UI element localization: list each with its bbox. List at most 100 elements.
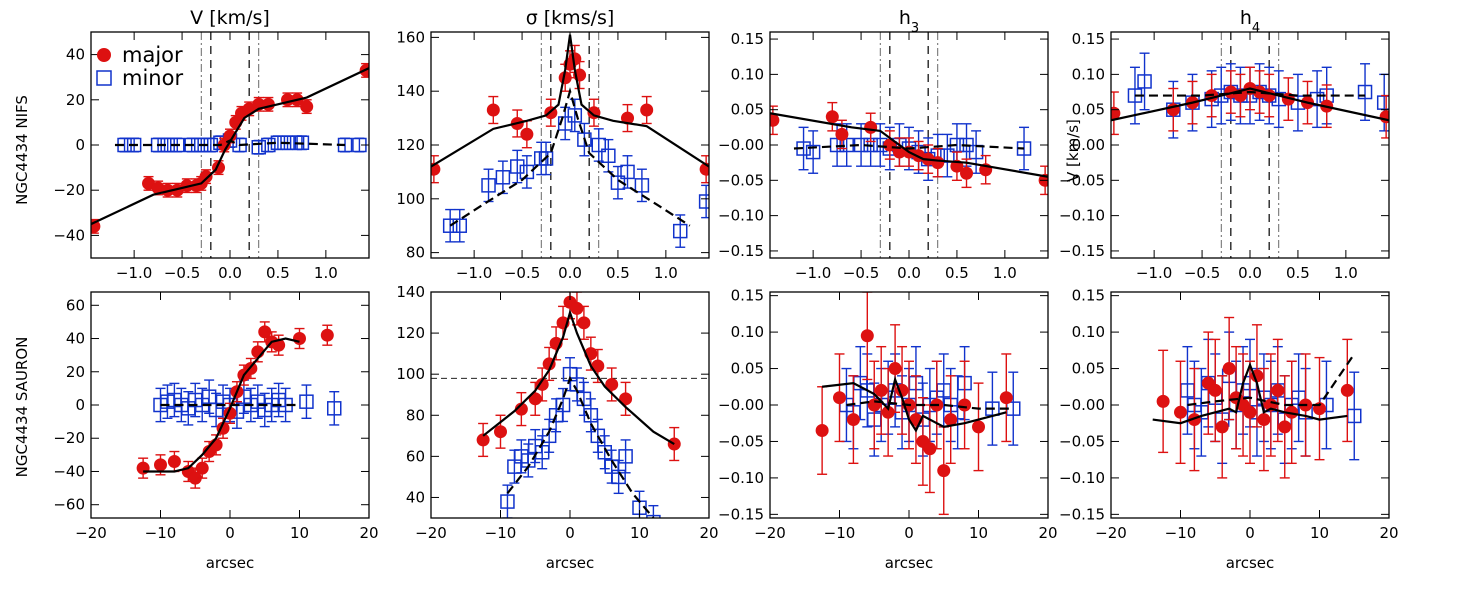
data-point-major <box>167 455 181 468</box>
model-line-major <box>821 375 1007 433</box>
data-point-major <box>1156 394 1170 408</box>
data-point-major <box>591 359 605 373</box>
data-point-minor <box>583 408 599 423</box>
data-point-minor <box>261 137 276 153</box>
data-point-minor <box>646 514 661 518</box>
x-tick-label: −10 <box>824 524 856 542</box>
data-point-major <box>195 461 209 475</box>
data-point-major <box>1208 383 1222 397</box>
y-tick-label: 0 <box>75 396 85 414</box>
y-tick-label: 140 <box>396 82 425 100</box>
y-tick-label: 160 <box>396 28 425 46</box>
data-point-minor <box>620 164 635 180</box>
x-tick-label: 1.0 <box>1334 264 1358 282</box>
x-tick-label: 0.0 <box>218 264 242 282</box>
data-point-major <box>621 111 635 125</box>
data-point-minor <box>481 178 496 193</box>
x-tick-label: −1.0 <box>116 264 152 282</box>
data-point-minor <box>452 218 468 233</box>
y-tick-label: 0.10 <box>731 323 764 341</box>
data-point-minor <box>577 132 592 147</box>
panel-title: h4 <box>1240 7 1260 36</box>
data-point-major <box>1278 420 1292 434</box>
panel-sauron-h4: −20 −10 0 10 20 −0.15 −0.10 −0.05 −0.00 0.05 0.10 0… <box>1059 287 1399 572</box>
data-point-major <box>937 464 951 478</box>
panel-sauron-h3: −20 −10 0 10 20 −0.15 −0.10 −0.05 −0.00 0.05 0.10 0… <box>718 287 1058 572</box>
data-point-major <box>494 425 507 439</box>
x-tick-label: −20 <box>754 524 786 542</box>
model-line-major <box>482 308 675 445</box>
y-tick-label: 20 <box>66 363 85 381</box>
x-tick-label: 0 <box>904 524 914 542</box>
x-tick-label: −1.0 <box>456 264 492 282</box>
data-point-minor <box>555 397 571 413</box>
x-tick-label: 0 <box>225 524 235 542</box>
data-point-major <box>1243 405 1257 419</box>
data-point-major <box>999 391 1013 405</box>
plot-area <box>1152 316 1362 479</box>
data-point-minor <box>251 140 267 155</box>
data-point-major <box>300 100 314 114</box>
x-tick-label: 10 <box>1310 524 1329 542</box>
model-line-major <box>770 112 1048 178</box>
data-point-major <box>833 391 846 405</box>
x-tick-label: −0.5 <box>1184 264 1220 282</box>
x-tick-label: 0.5 <box>945 264 969 282</box>
data-point-major <box>535 377 549 391</box>
data-point-major <box>931 156 945 170</box>
data-point-major <box>1271 383 1285 397</box>
panel-frame <box>1110 31 1390 259</box>
y-tick-label: −20 <box>53 429 85 447</box>
data-point-major <box>293 332 306 346</box>
data-point-minor <box>618 449 633 464</box>
data-point-major <box>136 461 150 475</box>
plot-area <box>1111 32 1389 258</box>
x-tick-label: 0.0 <box>1238 264 1262 282</box>
data-point-minor <box>327 401 342 416</box>
y-tick-label: 0.15 <box>731 30 764 48</box>
y-tick-label: −20 <box>53 181 85 199</box>
x-axis-label: arcsec <box>206 554 255 572</box>
y-tick-label: 120 <box>396 136 425 154</box>
data-point-major <box>528 392 542 406</box>
data-point-major <box>892 145 906 159</box>
data-point-minor <box>126 137 142 153</box>
data-point-minor <box>170 137 185 153</box>
y-tick-label: 120 <box>396 324 425 342</box>
x-tick-label: −0.5 <box>843 264 879 282</box>
data-point-major <box>1285 405 1299 419</box>
y-tick-label: 20 <box>66 91 85 109</box>
panel-title: σ [kms/s] <box>526 7 615 29</box>
x-axis-label: arcsec <box>546 554 595 572</box>
data-point-minor <box>567 108 583 123</box>
data-point-minor <box>601 148 616 164</box>
data-point-major <box>640 103 654 117</box>
y-tick-label: −0.00 <box>718 136 764 154</box>
model-line-major <box>143 337 300 473</box>
data-point-major <box>577 316 591 330</box>
y-tick-label: 0.10 <box>1072 323 1105 341</box>
x-axis-label: arcsec <box>885 554 934 572</box>
x-tick-label: 1.0 <box>314 264 338 282</box>
data-point-minor <box>1357 84 1373 100</box>
data-point-major <box>864 120 878 134</box>
model-line-major <box>1111 87 1389 122</box>
y-tick-label: 100 <box>396 190 425 208</box>
data-point-minor <box>519 164 535 180</box>
y-tick-label: −0.10 <box>1059 469 1105 487</box>
data-point-major <box>570 301 584 315</box>
data-point-major <box>888 362 902 376</box>
y-tick-label: −0.15 <box>1059 505 1105 523</box>
model-line-minor <box>506 375 655 518</box>
data-point-major <box>154 458 167 472</box>
data-point-minor <box>510 159 525 174</box>
legend-major-label: major <box>122 43 183 67</box>
plot-area <box>91 32 369 258</box>
data-point-major <box>1174 405 1187 419</box>
y-tick-label: −40 <box>53 462 85 480</box>
data-point-major <box>476 433 490 447</box>
model-line-minor <box>793 143 1025 150</box>
data-point-minor <box>698 194 709 209</box>
x-tick-label: 0.5 <box>1286 264 1310 282</box>
